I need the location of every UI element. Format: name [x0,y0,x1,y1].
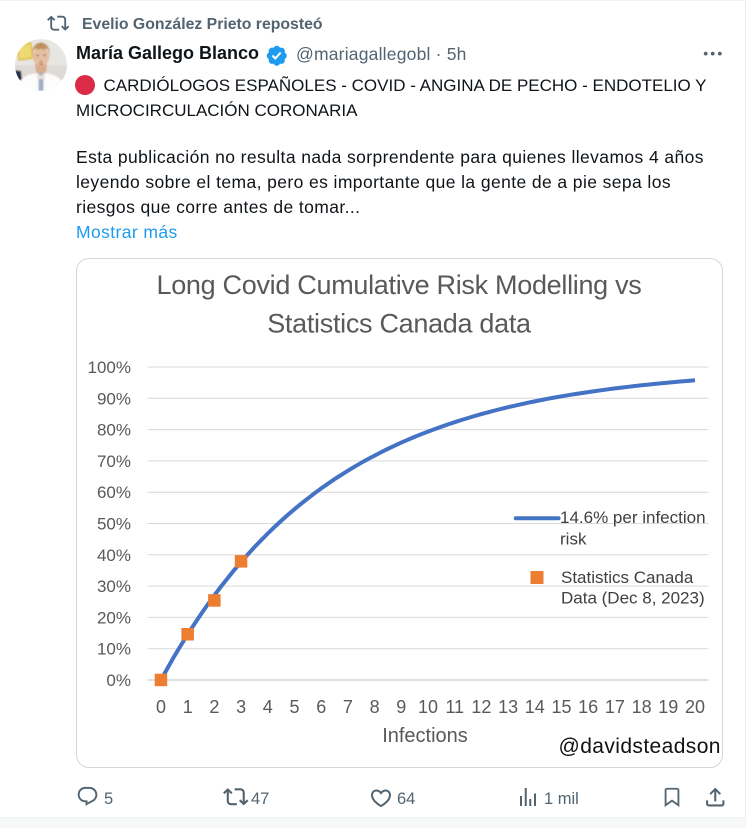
svg-text:Infections: Infections [382,725,468,747]
svg-text:@davidsteadson: @davidsteadson [559,735,721,758]
svg-text:17: 17 [605,697,625,717]
svg-text:90%: 90% [97,389,131,408]
svg-text:8: 8 [370,697,380,717]
svg-text:12: 12 [471,697,491,717]
svg-text:2: 2 [209,697,219,717]
svg-text:15: 15 [551,697,571,717]
svg-text:16: 16 [578,697,598,717]
svg-text:9: 9 [396,697,406,717]
svg-text:20: 20 [685,697,705,717]
svg-text:100%: 100% [88,358,131,377]
svg-text:14: 14 [525,697,545,717]
svg-text:6: 6 [316,697,326,717]
svg-text:19: 19 [658,697,678,717]
svg-text:Statistics Canada data: Statistics Canada data [267,309,532,339]
svg-text:80%: 80% [97,421,131,440]
svg-text:14.6% per infection: 14.6% per infection [560,508,706,527]
svg-text:10%: 10% [97,640,131,659]
svg-text:1: 1 [183,697,193,717]
svg-text:risk: risk [560,530,587,549]
svg-text:30%: 30% [97,577,131,596]
svg-text:7: 7 [343,697,353,717]
svg-text:11: 11 [445,697,464,717]
svg-text:Long Covid Cumulative Risk Mod: Long Covid Cumulative Risk Modelling vs [156,270,641,300]
svg-text:Statistics Canada: Statistics Canada [561,568,694,587]
svg-text:20%: 20% [97,608,131,627]
svg-text:4: 4 [263,697,273,717]
svg-text:18: 18 [632,697,652,717]
svg-text:Data (Dec 8, 2023): Data (Dec 8, 2023) [561,589,705,608]
svg-text:60%: 60% [97,483,131,502]
svg-text:70%: 70% [97,452,131,471]
svg-text:50%: 50% [97,515,131,534]
svg-text:40%: 40% [97,546,131,565]
svg-text:0%: 0% [106,671,131,690]
svg-text:10: 10 [418,697,438,717]
svg-text:13: 13 [498,697,518,717]
svg-text:0: 0 [156,697,166,717]
svg-text:3: 3 [236,697,246,717]
svg-text:5: 5 [289,697,299,717]
